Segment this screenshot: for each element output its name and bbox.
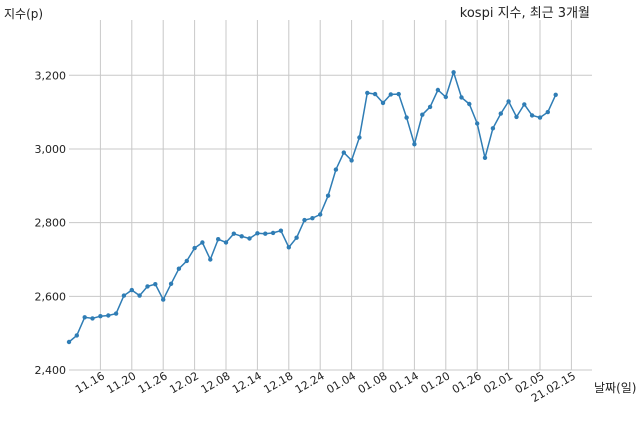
data-point [223, 240, 229, 245]
data-point [357, 135, 362, 140]
data-point [498, 111, 503, 116]
data-point [553, 92, 558, 98]
x-tick-label: 11.16 [73, 369, 107, 396]
data-point [529, 113, 535, 118]
data-point [325, 193, 331, 198]
x-tick-label: 12.24 [293, 369, 327, 396]
data-point [506, 99, 511, 104]
x-tick-label: 01.26 [450, 369, 484, 396]
data-point [247, 236, 252, 241]
x-axis-title: 날짜(일) [594, 381, 636, 395]
data-point [420, 112, 425, 117]
x-tick-label: 12.18 [262, 369, 296, 396]
data-point [475, 121, 480, 126]
data-point [168, 281, 174, 286]
data-point [490, 126, 496, 131]
x-tick-label: 11.20 [105, 369, 139, 396]
data-point [545, 109, 550, 115]
x-tick-label: 12.08 [199, 369, 233, 396]
data-point [90, 316, 95, 321]
data-point [176, 266, 182, 271]
data-point [443, 94, 448, 100]
data-point [372, 91, 378, 97]
y-tick-label: 2,600 [35, 290, 67, 303]
data-point [216, 237, 221, 242]
data-point [145, 284, 150, 289]
data-point [161, 297, 166, 302]
data-point [137, 293, 142, 298]
data-point [239, 234, 244, 239]
data-point [318, 212, 323, 217]
data-point [333, 167, 339, 172]
y-tick-label: 2,800 [35, 217, 67, 230]
data-point [349, 158, 354, 163]
y-tick-label: 3,200 [35, 69, 67, 82]
data-point [522, 102, 527, 107]
data-point [451, 70, 456, 75]
x-tick-label: 01.08 [356, 369, 390, 396]
data-point [412, 142, 417, 147]
x-tick-label: 01.14 [387, 369, 421, 396]
y-axis: 2,400 2,600 2,800 3,000 3,200 [35, 69, 67, 377]
x-tick-label: 11.26 [136, 369, 170, 396]
chart-title: kospi 지수, 최근 3개월 [460, 6, 590, 21]
data-point [153, 282, 158, 287]
data-point [200, 240, 205, 245]
data-point [294, 235, 299, 240]
x-tick-label: 01.20 [419, 369, 453, 396]
data-point [404, 115, 409, 120]
data-point [231, 231, 236, 236]
data-point [113, 311, 119, 316]
data-point [278, 228, 284, 233]
grid [69, 20, 592, 371]
series [68, 69, 557, 343]
x-axis: 11.1611.2011.2612.0212.0812.1412.1812.24… [73, 369, 578, 405]
data-point [435, 87, 441, 93]
data-point [467, 101, 472, 107]
x-tick-label: 12.02 [167, 369, 201, 396]
data-point [106, 313, 111, 318]
series-line [68, 69, 557, 343]
data-point [82, 315, 87, 320]
data-point [263, 231, 268, 236]
data-point [66, 339, 72, 345]
data-point [302, 217, 307, 223]
data-point [270, 230, 276, 236]
data-point [388, 92, 393, 97]
data-point [310, 216, 315, 221]
data-point [121, 293, 127, 298]
x-tick-label: 01.04 [324, 369, 358, 396]
data-point [98, 314, 103, 319]
data-point [537, 115, 543, 120]
data-point [208, 257, 213, 262]
x-tick-label: 02.01 [481, 369, 515, 396]
data-point [286, 245, 291, 250]
data-point [396, 91, 401, 97]
x-tick-label: 12.14 [230, 369, 264, 396]
data-point [192, 245, 197, 251]
data-point [380, 100, 386, 106]
data-point [129, 287, 134, 293]
data-point [255, 231, 260, 236]
data-point [427, 104, 433, 110]
y-tick-label: 3,000 [35, 143, 67, 156]
data-point [341, 150, 346, 155]
y-axis-title: 지수(p) [4, 7, 43, 21]
data-points [66, 70, 558, 345]
data-point [184, 258, 189, 264]
data-point [459, 95, 464, 100]
data-point [365, 90, 370, 96]
data-point [482, 155, 488, 160]
y-tick-label: 2,400 [35, 364, 67, 377]
data-point [74, 333, 80, 338]
data-point [514, 114, 519, 120]
